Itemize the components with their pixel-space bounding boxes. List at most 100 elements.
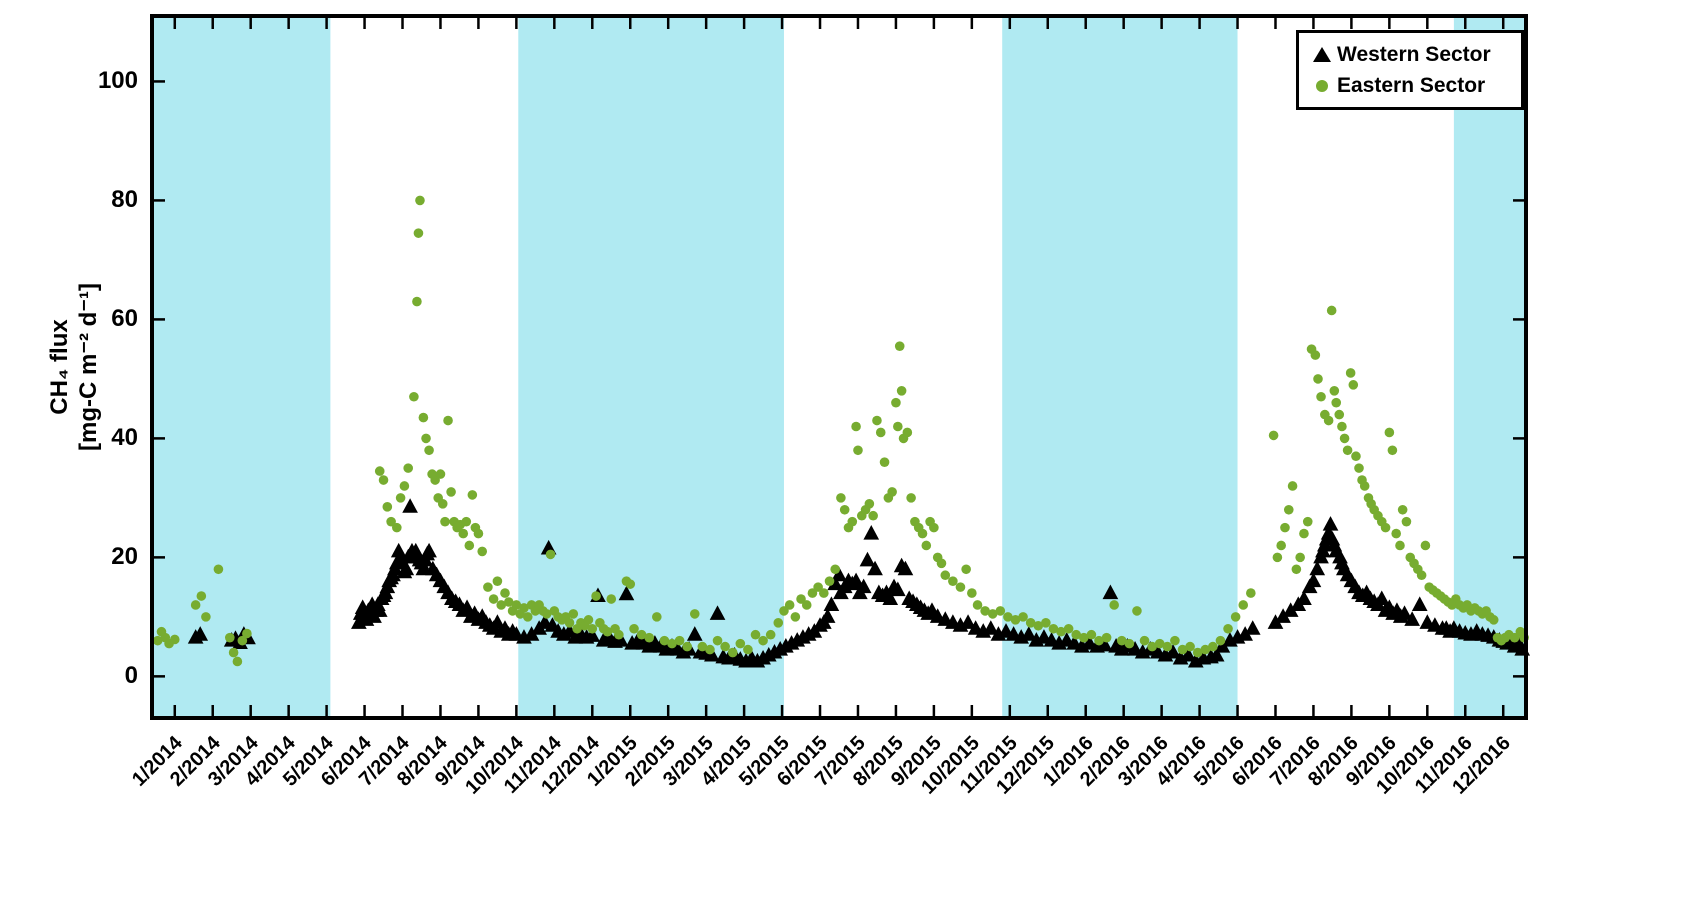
- shaded-band: [518, 16, 784, 718]
- eastern-sector-point: [936, 558, 947, 569]
- eastern-sector-point: [1223, 623, 1233, 634]
- eastern-sector-point: [891, 397, 901, 408]
- eastern-sector-point: [629, 623, 639, 634]
- eastern-sector-point: [1310, 350, 1321, 360]
- western-sector-point: [848, 572, 864, 588]
- eastern-sector-point: [902, 427, 913, 438]
- western-sector-point: [1296, 590, 1312, 606]
- eastern-sector-point: [1033, 620, 1044, 631]
- eastern-sector-point: [906, 493, 916, 503]
- axes-frame: [150, 14, 1528, 720]
- eastern-sector-point: [1063, 623, 1074, 634]
- eastern-sector-point: [413, 228, 424, 238]
- eastern-sector-point: [545, 549, 556, 560]
- eastern-sector-point: [606, 594, 617, 604]
- eastern-sector-point: [636, 629, 647, 640]
- eastern-sector-point: [995, 606, 1006, 616]
- eastern-sector-point: [583, 615, 594, 625]
- eastern-sector-point: [894, 341, 905, 351]
- eastern-sector-point: [830, 564, 841, 575]
- eastern-sector-point: [813, 582, 823, 592]
- western-sector-point: [686, 626, 703, 641]
- eastern-sector-point: [875, 427, 886, 438]
- western-sector-point: [831, 566, 847, 582]
- eastern-sector-point: [1313, 374, 1323, 384]
- eastern-sector-point: [765, 629, 776, 640]
- eastern-sector-point: [659, 635, 670, 646]
- eastern-sector-point: [705, 644, 715, 655]
- western-sector-point: [1411, 596, 1428, 611]
- eastern-sector-point: [1351, 451, 1361, 462]
- western-sector-point: [1102, 584, 1119, 600]
- eastern-sector-point: [242, 628, 252, 639]
- western-sector-point: [1165, 644, 1181, 659]
- western-sector-point: [415, 560, 432, 576]
- eastern-sector-point: [1132, 606, 1142, 616]
- eastern-sector-point: [1326, 305, 1337, 316]
- western-sector-point: [709, 605, 726, 620]
- western-sector-point: [618, 585, 635, 601]
- western-sector-point: [882, 590, 899, 606]
- western-sector-point: [192, 626, 209, 641]
- eastern-sector-point: [929, 522, 939, 533]
- eastern-sector-point: [1387, 445, 1398, 456]
- eastern-sector-point: [1354, 463, 1364, 473]
- eastern-sector-point: [1395, 540, 1405, 551]
- y-tick-label: 100: [97, 67, 138, 95]
- legend-label-eastern: Eastern Sector: [1337, 73, 1486, 97]
- y-axis-label-line1: CH₄ flux: [46, 319, 73, 415]
- eastern-sector-point: [1101, 632, 1112, 643]
- eastern-sector-point: [697, 641, 708, 652]
- eastern-sector-point: [720, 641, 730, 652]
- eastern-sector-point: [1056, 626, 1066, 637]
- eastern-sector-point: [467, 490, 478, 500]
- eastern-sector-point: [1109, 600, 1119, 610]
- western-sector-point: [1244, 620, 1261, 635]
- eastern-sector-point: [967, 588, 977, 598]
- eastern-sector-point: [1416, 570, 1427, 581]
- legend: Western Sector Eastern Sector: [1296, 30, 1524, 110]
- eastern-sector-point: [591, 591, 601, 601]
- eastern-sector-point: [196, 591, 207, 601]
- eastern-sector-point: [1331, 397, 1342, 408]
- eastern-sector-point: [972, 600, 983, 610]
- y-axis-label: CH₄ flux [mg-C m⁻² d⁻¹]: [45, 187, 103, 547]
- eastern-sector-point: [503, 597, 514, 607]
- eastern-sector-point: [1299, 528, 1309, 539]
- eastern-sector-point: [872, 415, 882, 426]
- y-tick-label: 20: [111, 543, 138, 571]
- western-sector-point: [1180, 646, 1197, 662]
- eastern-sector-point: [1086, 629, 1097, 640]
- western-sector-point: [982, 620, 999, 635]
- eastern-sector-point: [801, 600, 812, 610]
- legend-triangle-icon: [1313, 47, 1331, 62]
- eastern-sector-point: [511, 600, 522, 610]
- eastern-sector-point: [851, 421, 861, 432]
- eastern-sector-point: [418, 412, 429, 423]
- eastern-sector-point: [1276, 540, 1286, 551]
- eastern-sector-point: [1380, 522, 1391, 533]
- eastern-sector-point: [1154, 638, 1165, 649]
- eastern-sector-point: [1401, 516, 1412, 527]
- y-axis-label-line2: [mg-C m⁻² d⁻¹]: [75, 283, 102, 451]
- eastern-sector-point: [564, 618, 575, 628]
- eastern-sector-point: [587, 623, 598, 634]
- western-sector-point: [897, 560, 914, 576]
- eastern-sector-point: [152, 635, 163, 646]
- eastern-sector-point: [415, 195, 425, 206]
- eastern-sector-point: [1116, 635, 1127, 646]
- eastern-sector-point: [443, 415, 453, 426]
- eastern-sector-point: [477, 546, 488, 557]
- eastern-sector-point: [682, 641, 692, 652]
- eastern-sector-point: [1323, 415, 1334, 426]
- eastern-sector-point: [1048, 623, 1059, 634]
- western-sector-point: [421, 542, 437, 558]
- legend-item-western: Western Sector: [1307, 39, 1513, 70]
- eastern-sector-point: [201, 612, 211, 622]
- eastern-sector-point: [382, 502, 393, 512]
- eastern-sector-point: [773, 618, 784, 628]
- eastern-sector-point: [409, 391, 419, 402]
- eastern-sector-point: [961, 564, 971, 575]
- eastern-sector-point: [784, 600, 795, 610]
- eastern-sector-point: [1238, 600, 1249, 610]
